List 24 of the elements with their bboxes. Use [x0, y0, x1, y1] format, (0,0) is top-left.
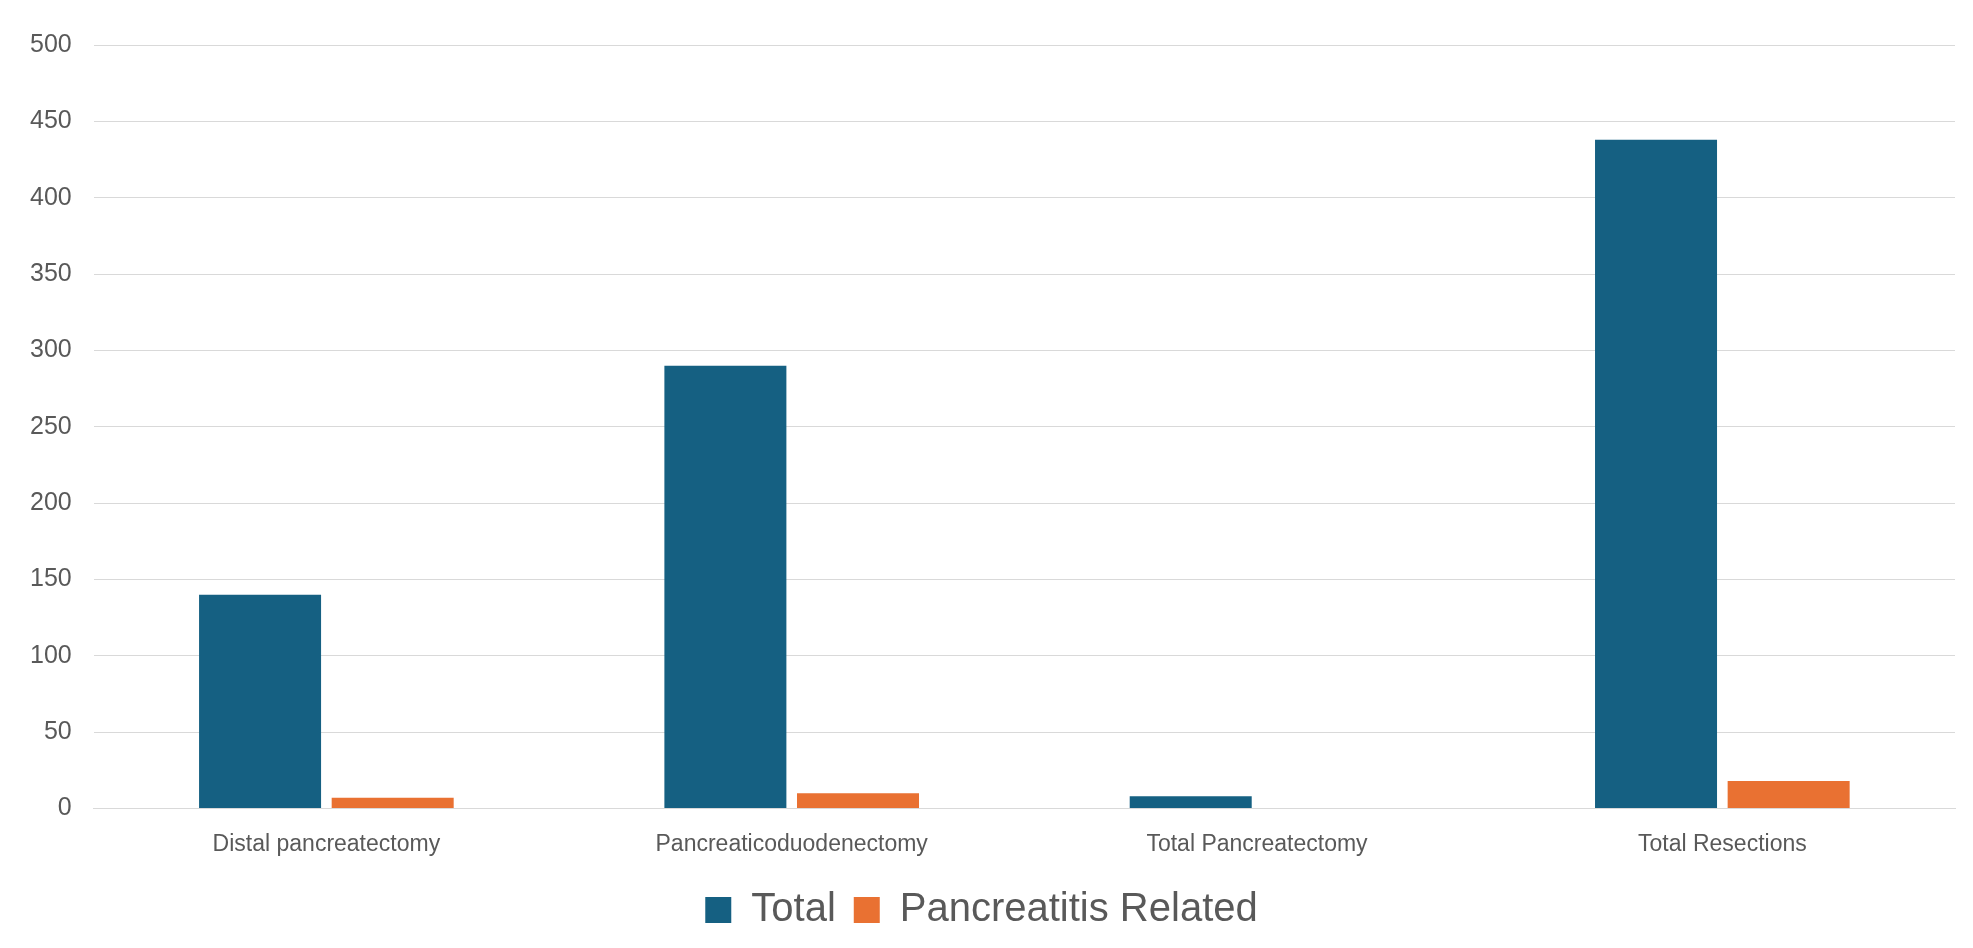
bar — [664, 365, 787, 808]
bar — [1595, 139, 1718, 808]
y-tick-label: 300 — [29, 334, 72, 363]
y-tick-label: 450 — [29, 105, 72, 134]
x-tick-label: Total Resections — [1637, 829, 1807, 856]
x-tick-label: Pancreaticoduodenectomy — [655, 829, 929, 856]
bar — [199, 594, 322, 808]
y-tick-label: 500 — [29, 28, 72, 57]
bar — [1727, 780, 1850, 808]
legend-label: Pancreatitis Related — [899, 885, 1258, 930]
y-tick-label: 100 — [29, 639, 72, 668]
y-tick-label: 0 — [57, 792, 72, 821]
y-tick-label: 150 — [29, 563, 72, 592]
bar — [331, 797, 454, 808]
bar — [797, 793, 920, 808]
x-tick-label: Distal pancreatectomy — [212, 829, 441, 856]
y-tick-label: 50 — [43, 715, 72, 744]
bar — [1129, 796, 1252, 808]
y-tick-label: 200 — [29, 486, 72, 515]
x-tick-label: Total Pancreatectomy — [1146, 829, 1369, 856]
y-tick-label: 350 — [29, 257, 72, 286]
y-tick-label: 400 — [29, 181, 72, 210]
y-tick-label: 250 — [29, 410, 72, 439]
legend-label: Total — [751, 885, 836, 930]
